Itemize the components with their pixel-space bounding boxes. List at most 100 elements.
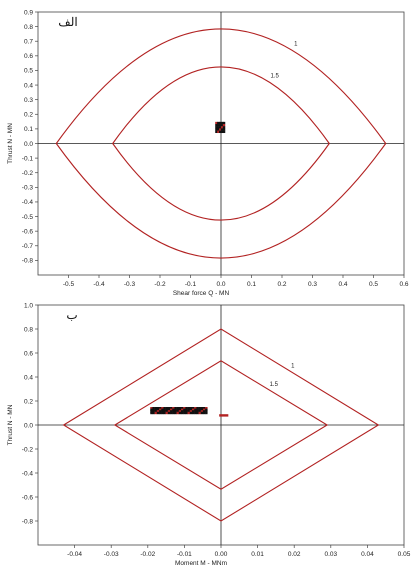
x-tick-label: -0.1	[185, 281, 197, 288]
data-point	[220, 130, 224, 134]
data-point	[167, 407, 171, 410]
series-label: 1.5	[270, 382, 279, 388]
data-point	[172, 408, 175, 411]
x-tick-label: 0.5	[369, 281, 378, 288]
data-point	[181, 408, 184, 411]
y-tick-label: 0.8	[24, 326, 33, 333]
x-tick-label: 0.6	[399, 281, 408, 288]
data-point	[198, 410, 201, 413]
x-tick-label: -0.02	[140, 551, 155, 558]
data-point	[170, 408, 173, 411]
y-tick-label: 0.8	[24, 24, 33, 31]
data-point	[196, 411, 199, 415]
data-point	[194, 407, 197, 410]
y-tick-label: 0.2	[24, 112, 33, 119]
data-point	[152, 408, 155, 411]
y-tick-label: 0.2	[24, 398, 33, 405]
data-point	[156, 410, 160, 413]
envelope-1-5	[113, 360, 329, 490]
data-point	[170, 407, 173, 410]
y-tick-label: -0.2	[22, 170, 34, 177]
data-point	[165, 411, 169, 415]
data-point	[174, 411, 177, 415]
y-tick-label: -0.7	[22, 243, 34, 250]
data-point	[165, 408, 169, 411]
data-point	[172, 410, 175, 413]
data-point	[220, 124, 224, 127]
data-point	[152, 411, 155, 415]
data-point	[176, 408, 180, 411]
data-point	[219, 124, 222, 127]
x-tick-label: -0.2	[154, 281, 166, 288]
data-point	[219, 121, 222, 125]
data-point	[217, 130, 220, 134]
data-point	[222, 126, 226, 129]
data-point	[202, 411, 206, 415]
data-point	[161, 407, 164, 410]
data-point	[156, 407, 160, 410]
x-tick-label: 0.4	[338, 281, 347, 288]
y-tick-label: -0.8	[22, 258, 34, 265]
data-point	[150, 410, 153, 413]
data-point	[176, 410, 180, 413]
data-point	[222, 128, 226, 131]
data-point-cluster	[150, 407, 208, 415]
data-point	[205, 407, 208, 410]
y-tick-label: -0.5	[22, 214, 34, 221]
data-point	[189, 408, 193, 411]
data-point	[178, 411, 182, 415]
data-point	[183, 411, 186, 415]
x-tick-label: 0.01	[251, 551, 264, 558]
data-point	[189, 407, 193, 410]
data-point	[215, 121, 218, 125]
series-label: 1	[291, 363, 295, 369]
data-point	[154, 411, 158, 415]
data-point	[154, 410, 158, 413]
data-point	[194, 411, 197, 415]
data-point	[181, 407, 184, 410]
data-point	[167, 411, 171, 415]
data-point	[181, 410, 184, 413]
data-point	[150, 407, 153, 410]
data-point	[217, 124, 220, 127]
y-tick-label: 0.7	[24, 39, 33, 46]
x-tick-label: -0.5	[63, 281, 75, 288]
data-point	[215, 124, 218, 127]
data-point	[198, 411, 201, 415]
data-point	[215, 130, 218, 134]
data-point	[152, 407, 155, 410]
data-point	[219, 128, 222, 131]
y-tick-label: -0.1	[22, 155, 34, 162]
data-point	[194, 410, 197, 413]
data-point	[161, 408, 164, 411]
data-point	[156, 411, 160, 415]
y-tick-label: 0.6	[24, 53, 33, 60]
y-tick-label: -0.6	[22, 228, 34, 235]
data-point	[152, 410, 155, 413]
data-point	[219, 130, 222, 134]
series-label: 1.5	[270, 73, 279, 79]
y-axis-title: Thrust N - MN	[7, 123, 14, 164]
data-point	[172, 411, 175, 415]
y-tick-label: -0.6	[22, 494, 34, 501]
data-point	[150, 411, 153, 415]
x-tick-label: 0.00	[215, 551, 228, 558]
y-tick-label: 0.5	[24, 68, 33, 75]
data-point	[200, 407, 204, 410]
data-point	[163, 408, 166, 411]
data-point	[219, 126, 222, 129]
data-point	[198, 407, 201, 410]
x-tick-label: 0.2	[277, 281, 286, 288]
x-tick-label: -0.04	[67, 551, 82, 558]
data-point	[150, 408, 153, 411]
data-point	[178, 407, 182, 410]
data-point	[159, 407, 162, 410]
x-tick-label: -0.03	[104, 551, 119, 558]
y-tick-label: -0.4	[22, 470, 34, 477]
data-point	[183, 410, 186, 413]
data-point	[174, 410, 177, 413]
data-point	[187, 410, 190, 413]
data-point	[170, 411, 173, 415]
data-point	[181, 411, 184, 415]
data-point	[217, 126, 220, 129]
